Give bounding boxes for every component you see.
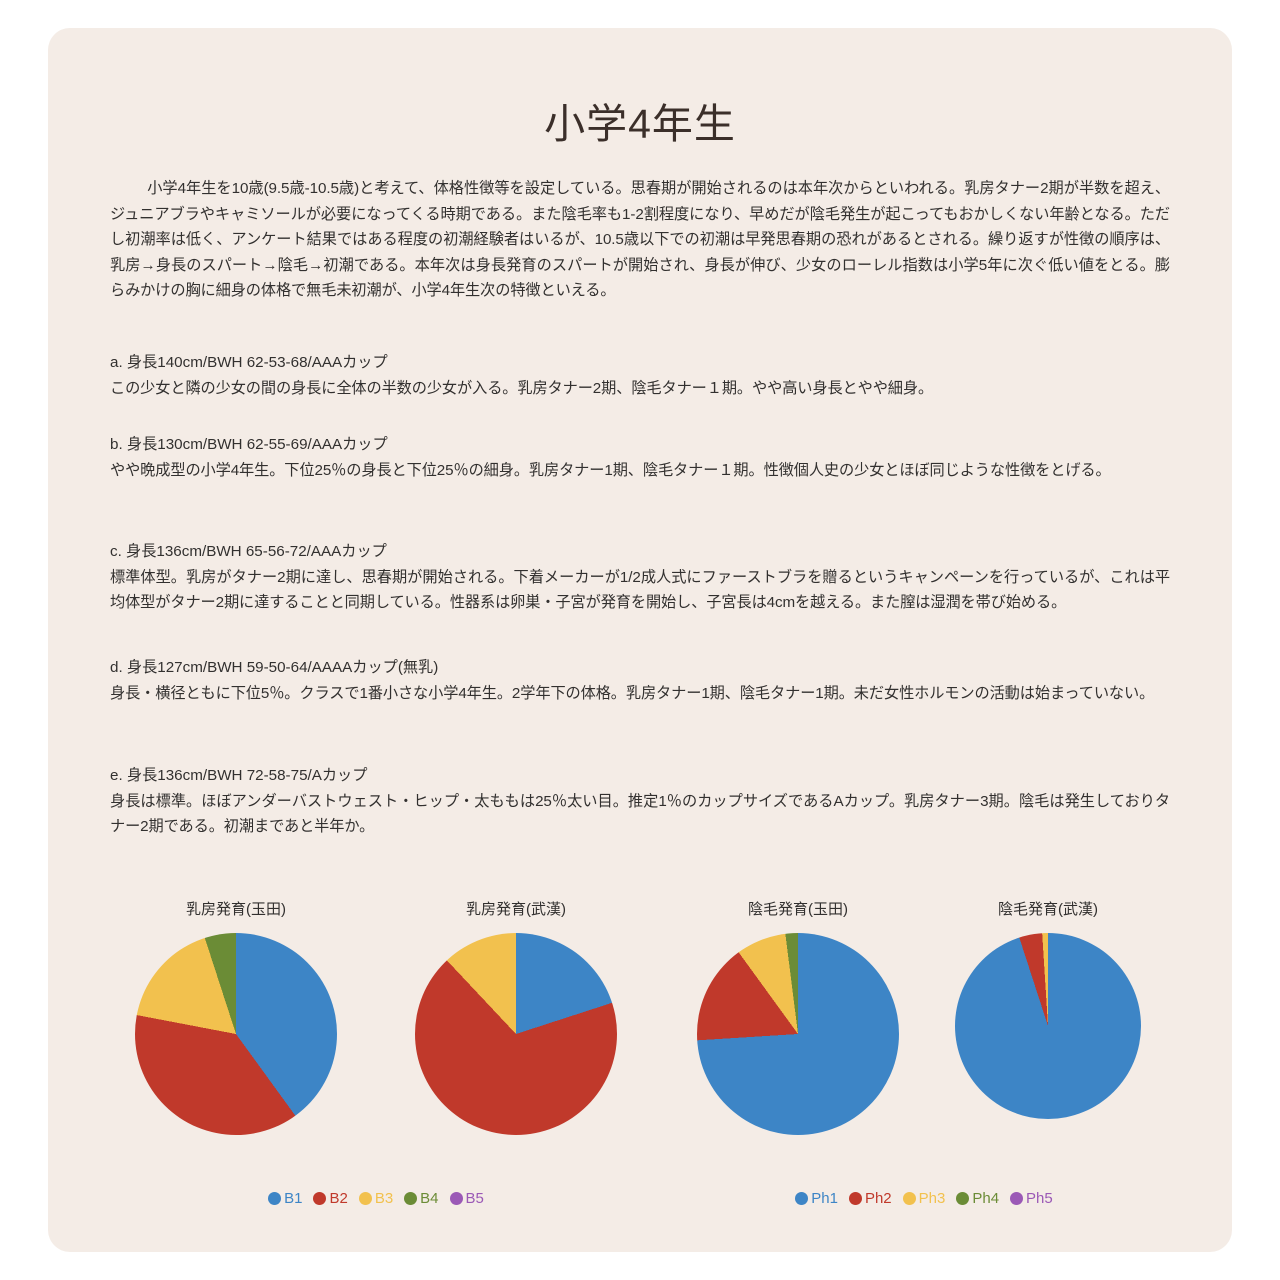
legend-label: B5 <box>465 1190 484 1207</box>
legend-label: B2 <box>329 1190 348 1207</box>
section-d: d. 身長127cm/BWH 59-50-64/AAAAカップ(無乳) 身長・横… <box>110 655 1170 706</box>
section-c-body: 標準体型。乳房がタナー2期に達し、思春期が開始される。下着メーカーが1/2成人式… <box>110 568 1170 612</box>
chart-title-pubic-wuhan: 陰毛発育(武漢) <box>998 901 1098 918</box>
legend-dot-icon <box>1010 1192 1024 1205</box>
legend-dot-icon <box>795 1192 809 1205</box>
legend-pubic: Ph1 Ph2 Ph3 Ph4 Ph5 <box>738 1190 1110 1207</box>
section-d-heading: d. 身長127cm/BWH 59-50-64/AAAAカップ(無乳) <box>110 659 439 676</box>
legend-dot-icon <box>268 1192 282 1205</box>
legend-dot-icon <box>449 1192 463 1205</box>
section-b-body: やや晩成型の小学4年生。下位25％の身長と下位25％の細身。乳房タナー1期、陰毛… <box>110 461 1111 479</box>
pie-breast-tamada <box>135 933 337 1135</box>
legend-label: Ph1 <box>811 1190 838 1207</box>
section-e: e. 身長136cm/BWH 72-58-75/Aカップ 身長は標準。ほぼアンダ… <box>110 763 1170 840</box>
section-b-heading: b. 身長130cm/BWH 62-55-69/AAAカップ <box>110 436 388 453</box>
pie-pubic-tamada <box>697 933 899 1135</box>
chart-breast-tamada: 乳房発育(玉田) <box>96 898 376 1135</box>
legend-label: B1 <box>284 1190 303 1207</box>
chart-breast-wuhan: 乳房発育(武漢) <box>376 898 656 1135</box>
legend-item-ph1[interactable]: Ph1 <box>795 1190 838 1207</box>
legend-item-b3[interactable]: B3 <box>358 1190 394 1207</box>
legend-label: Ph4 <box>972 1190 1000 1207</box>
legend-label: Ph2 <box>864 1190 892 1207</box>
section-a: a. 身長140cm/BWH 62-53-68/AAAカップ この少女と隣の少女… <box>110 350 1170 401</box>
legend-item-ph4[interactable]: Ph4 <box>956 1190 999 1207</box>
legend-breast: B1 B2 B3 B4 B5 <box>190 1190 562 1207</box>
legend-dot-icon <box>902 1192 916 1205</box>
legend-dot-icon <box>313 1192 327 1205</box>
section-a-body: この少女と隣の少女の間の身長に全体の半数の少女が入る。乳房タナー2期、陰毛タナー… <box>110 379 934 397</box>
legend-label: Ph3 <box>918 1190 946 1207</box>
content-card: 小学4年生 小学4年生を10歳(9.5歳-10.5歳)と考えて、体格性徴等を設定… <box>48 28 1232 1252</box>
legend-label: B3 <box>374 1190 394 1207</box>
legend-item-b5[interactable]: B5 <box>449 1190 484 1207</box>
legend-item-b2[interactable]: B2 <box>313 1190 348 1207</box>
legend-item-ph3[interactable]: Ph3 <box>902 1190 946 1207</box>
legend-item-b1[interactable]: B1 <box>268 1190 302 1207</box>
section-e-heading: e. 身長136cm/BWH 72-58-75/Aカップ <box>110 767 368 784</box>
chart-title-breast-tamada: 乳房発育(玉田) <box>186 901 286 918</box>
chart-pubic-tamada: 陰毛発育(玉田) <box>658 898 938 1135</box>
section-d-body: 身長・横径ともに下位5％。クラスで1番小さな小学4年生。2学年下の体格。乳房タナ… <box>110 684 1155 702</box>
legend-item-ph2[interactable]: Ph2 <box>848 1190 892 1207</box>
chart-title-pubic-tamada: 陰毛発育(玉田) <box>748 901 848 918</box>
legend-item-ph5[interactable]: Ph5 <box>1010 1190 1053 1207</box>
legend-label: B4 <box>420 1190 439 1207</box>
intro-paragraph: 小学4年生を10歳(9.5歳-10.5歳)と考えて、体格性徴等を設定している。思… <box>110 180 1170 299</box>
charts-area: 乳房発育(玉田) 乳房発育(武漢) 陰毛発育(玉田) 陰毛発育(武漢) B1 B2… <box>48 898 1232 1238</box>
legend-dot-icon <box>848 1192 862 1205</box>
legend-dot-icon <box>956 1192 970 1205</box>
section-e-body: 身長は標準。ほぼアンダーバストウェスト・ヒップ・太ももは25％太い目。推定1％の… <box>110 792 1170 836</box>
section-a-heading: a. 身長140cm/BWH 62-53-68/AAAカップ <box>110 354 388 371</box>
section-c: c. 身長136cm/BWH 65-56-72/AAAカップ 標準体型。乳房がタ… <box>110 539 1170 616</box>
section-b: b. 身長130cm/BWH 62-55-69/AAAカップ やや晩成型の小学4… <box>110 432 1170 483</box>
page-title: 小学4年生 <box>544 101 736 147</box>
legend-label: Ph5 <box>1026 1190 1053 1207</box>
section-c-heading: c. 身長136cm/BWH 65-56-72/AAAカップ <box>110 543 387 560</box>
legend-dot-icon <box>358 1192 372 1205</box>
pie-breast-wuhan <box>415 933 617 1135</box>
pie-pubic-wuhan <box>955 933 1141 1119</box>
chart-pubic-wuhan: 陰毛発育(武漢) <box>908 898 1188 1119</box>
legend-item-b4[interactable]: B4 <box>404 1190 439 1207</box>
legend-dot-icon <box>404 1192 418 1205</box>
chart-title-breast-wuhan: 乳房発育(武漢) <box>466 901 566 918</box>
